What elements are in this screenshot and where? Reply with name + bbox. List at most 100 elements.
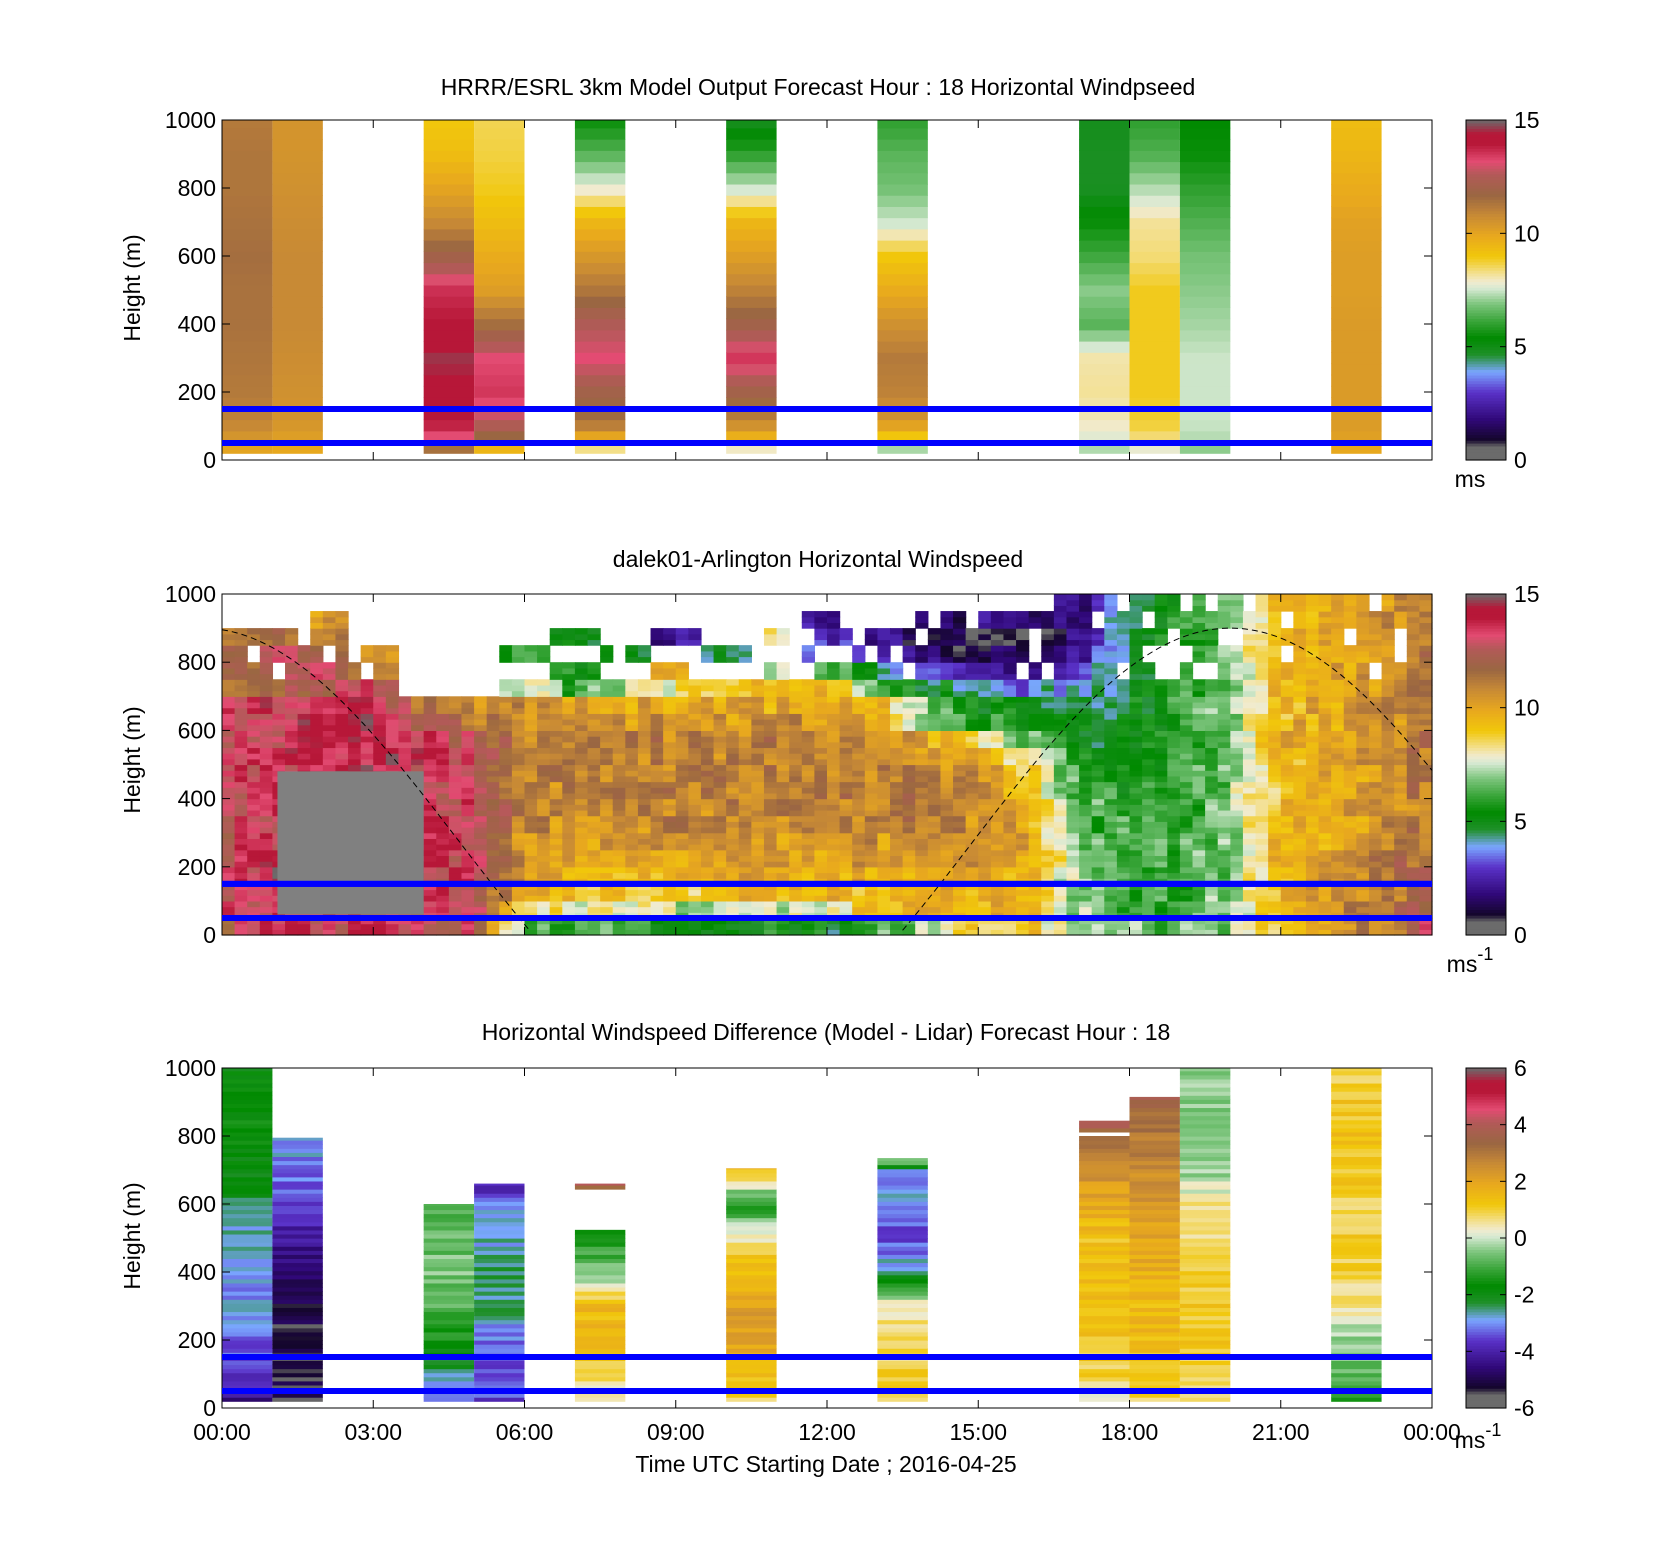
heatmap-cell: [1293, 719, 1307, 726]
heatmap-cell: [965, 883, 979, 891]
heatmap-cell: [1154, 758, 1168, 766]
heatmap-cell: [411, 707, 425, 714]
heatmap-cell: [953, 673, 967, 680]
heatmap-cell: [222, 172, 273, 185]
heatmap-cell: [373, 667, 387, 675]
heatmap-cell: [902, 650, 916, 658]
heatmap-cell: [1179, 906, 1194, 913]
heatmap-cell: [1217, 798, 1231, 805]
heatmap-cell: [953, 827, 967, 834]
heatmap-cell: [650, 713, 664, 720]
heatmap-cell: [436, 696, 450, 703]
heatmap-cell: [637, 656, 652, 663]
heatmap-cell: [1167, 872, 1181, 879]
heatmap-cell: [827, 883, 841, 891]
heatmap-cell: [1129, 741, 1143, 749]
heatmap-cell: [612, 701, 626, 709]
heatmap-cell: [436, 775, 450, 783]
heatmap-cell: [827, 929, 841, 936]
heatmap-cell: [1280, 889, 1294, 896]
heatmap-cell: [600, 844, 614, 851]
heatmap-cell: [398, 701, 412, 709]
heatmap-cell: [751, 730, 765, 737]
heatmap-cell: [1305, 855, 1320, 862]
heatmap-cell: [663, 827, 677, 834]
heatmap-cell: [222, 161, 273, 174]
heatmap-cell: [285, 690, 299, 697]
heatmap-cell: [1079, 764, 1093, 771]
heatmap-cell: [1179, 792, 1194, 800]
heatmap-cell: [1205, 645, 1219, 652]
heatmap-cell: [1280, 844, 1294, 851]
heatmap-cell: [423, 872, 437, 879]
heatmap-cell: [940, 707, 954, 714]
heatmap-cell: [663, 809, 677, 817]
heatmap-cell: [1154, 838, 1168, 845]
heatmap-cell: [751, 758, 765, 766]
heatmap-cell: [222, 419, 273, 432]
heatmap-cell: [549, 673, 563, 680]
heatmap-cell: [574, 284, 626, 297]
heatmap-cell: [990, 883, 1005, 891]
colorbar-swatch: [1466, 457, 1506, 461]
colorbar-swatch: [1466, 139, 1506, 144]
colorbar-swatch: [1466, 375, 1506, 379]
heatmap-cell: [827, 741, 841, 749]
heatmap-cell: [940, 633, 954, 641]
heatmap-cell: [1305, 844, 1320, 851]
heatmap-cell: [524, 900, 538, 908]
heatmap-cell: [1242, 616, 1257, 624]
heatmap-cell: [1205, 906, 1219, 913]
heatmap-cell: [953, 781, 967, 788]
heatmap-cell: [902, 787, 916, 794]
heatmap-cell: [1255, 645, 1269, 652]
heatmap-cell: [738, 730, 752, 737]
heatmap-cell: [827, 798, 841, 805]
heatmap-cell: [738, 656, 752, 663]
heatmap-cell: [801, 656, 815, 663]
heatmap-cell: [852, 787, 866, 794]
heatmap-cell: [965, 781, 979, 788]
heatmap-cell: [700, 838, 715, 845]
heatmap-cell: [927, 758, 942, 766]
heatmap-cell: [486, 804, 500, 811]
heatmap-cell: [801, 838, 815, 845]
heatmap-cell: [1293, 730, 1307, 737]
heatmap-cell: [1179, 701, 1194, 709]
heatmap-cell: [890, 787, 904, 794]
heatmap-cell: [348, 701, 362, 709]
heatmap-cell: [600, 787, 614, 794]
heatmap-cell: [1129, 889, 1143, 896]
heatmap-cell: [1003, 923, 1017, 930]
heatmap-cell: [285, 753, 299, 760]
colorbar-swatch: [1466, 417, 1506, 421]
heatmap-cell: [259, 656, 274, 663]
heatmap-cell: [247, 662, 261, 669]
heatmap-cell: [1079, 690, 1093, 697]
heatmap-cell: [776, 736, 790, 743]
heatmap-cell: [1192, 861, 1206, 868]
heatmap-cell: [1242, 736, 1257, 743]
heatmap-cell: [511, 690, 526, 697]
heatmap-cell: [789, 792, 803, 800]
heatmap-cell: [877, 866, 891, 874]
heatmap-cell: [650, 690, 664, 697]
heatmap-cell: [1066, 747, 1080, 754]
heatmap-cell: [902, 707, 916, 714]
heatmap-cell: [763, 724, 778, 731]
heatmap-cell: [801, 809, 815, 817]
heatmap-cell: [738, 758, 752, 766]
heatmap-cell: [1293, 633, 1307, 641]
heatmap-cell: [612, 832, 626, 839]
heatmap-cell: [297, 929, 311, 936]
heatmap-cell: [839, 633, 853, 641]
heatmap-cell: [902, 895, 916, 902]
heatmap-cell: [448, 832, 463, 839]
heatmap-cell: [1205, 770, 1219, 777]
heatmap-cell: [511, 889, 526, 896]
heatmap-cell: [1179, 849, 1194, 857]
heatmap-cell: [1041, 792, 1055, 800]
heatmap-cell: [990, 792, 1005, 800]
heatmap-cell: [272, 397, 323, 409]
heatmap-cell: [1091, 667, 1105, 675]
